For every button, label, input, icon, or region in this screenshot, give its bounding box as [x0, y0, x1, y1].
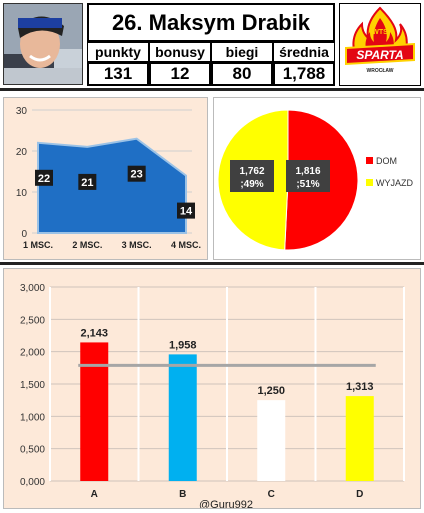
pie-legend-label: DOM [376, 156, 397, 166]
pie-legend-swatch [366, 179, 373, 186]
bar-xtick-label: C [268, 489, 275, 500]
bar-data-label: 1,313 [346, 381, 374, 393]
middle-separator [0, 262, 424, 265]
pie-chart-panel: 1,762 ;49% 1,816 ;51% DOM WYJAZD [213, 97, 421, 260]
area-xtick-label: 3 MSC. [122, 240, 152, 250]
player-photo [3, 3, 83, 85]
area-data-label-box [127, 165, 146, 182]
bar-ytick-label: 0,500 [20, 445, 45, 456]
bar-d [345, 396, 374, 481]
bar-ytick-label: 3,000 [20, 283, 45, 294]
bar-xtick-label: B [179, 489, 186, 500]
pie-data-label: ;51% [296, 179, 319, 190]
stat-label-bonusy: bonusy [149, 42, 211, 62]
bar-ytick-label: 2,500 [20, 315, 45, 326]
pie-data-label: 1,816 [295, 166, 320, 177]
area-data-label-box [177, 202, 195, 219]
area-series [37, 137, 187, 234]
pie-legend-label: WYJAZD [376, 178, 413, 188]
pie-data-label-box [230, 160, 274, 192]
area-ytick-label: 20 [16, 147, 28, 158]
area-xtick-label: 4 MSC. [171, 240, 201, 250]
bar-b [168, 354, 197, 481]
area-data-label-box [35, 169, 53, 186]
area-xtick-label: 1 MSC. [23, 240, 53, 250]
bar-c [257, 400, 286, 481]
stat-label-punkty: punkty [87, 42, 149, 62]
pie-data-label: ;49% [240, 179, 263, 190]
stat-label-biegi: biegi [211, 42, 273, 62]
area-data-label: 21 [81, 177, 93, 189]
area-xtick-label: 2 MSC. [72, 240, 102, 250]
stat-value-bonusy: 12 [149, 62, 211, 86]
pie-data-label: 1,762 [239, 166, 264, 177]
stat-value-punkty: 131 [87, 62, 149, 86]
area-chart-panel: 0 10 20 30 22 21 23 14 1 MSC. 2 MSC. 3 MSC. 4 MSC. [3, 97, 208, 260]
logo-city-text: WROCŁAW [367, 68, 394, 74]
logo-top-text: WTS [372, 29, 388, 36]
bar-ytick-label: 1,000 [20, 412, 45, 423]
player-title: 26. Maksym Drabik [87, 3, 335, 42]
pie-legend-swatch [366, 157, 373, 164]
pie-chart: 1,762 ;49% 1,816 ;51% DOM WYJAZD [217, 109, 413, 251]
area-data-label: 22 [38, 173, 50, 185]
bar-ytick-label: 1,500 [20, 380, 45, 391]
bar-ytick-label: 2,000 [20, 348, 45, 359]
watermark: @Guru992 [199, 499, 253, 508]
area-ytick-label: 10 [16, 188, 28, 199]
area-data-label-box [78, 173, 97, 190]
area-data-label: 14 [180, 206, 193, 218]
area-ytick-label: 30 [16, 106, 28, 117]
bar-data-label: 1,958 [169, 339, 197, 351]
team-logo: WTS SPARTA WROCŁAW [339, 3, 421, 86]
bar-data-label: 1,250 [257, 385, 285, 397]
area-data-label: 23 [131, 169, 143, 181]
pie-data-label-box [286, 160, 330, 192]
header-separator [0, 88, 424, 91]
area-ytick-label: 0 [21, 229, 27, 240]
bar-chart-panel: 0,000 0,500 1,000 1,500 2,000 2,500 3,000 2,143… [3, 268, 421, 511]
bar-chart: 0,000 0,500 1,000 1,500 2,000 2,500 3,000 2,143… [20, 283, 405, 511]
bar-xtick-label: A [91, 489, 98, 500]
bar-ytick-label: 0,000 [20, 477, 45, 488]
logo-main-text: SPARTA [356, 48, 403, 62]
bar-data-label: 2,143 [80, 327, 108, 339]
stat-value-biegi: 80 [211, 62, 273, 86]
area-chart: 0 10 20 30 22 21 23 14 1 MSC. 2 MSC. 3 MSC. 4 MSC. [16, 106, 201, 250]
stat-value-srednia: 1,788 [273, 62, 335, 86]
stat-label-srednia: średnia [273, 42, 335, 62]
bar-a [80, 342, 109, 481]
bar-xtick-label: D [356, 489, 363, 500]
